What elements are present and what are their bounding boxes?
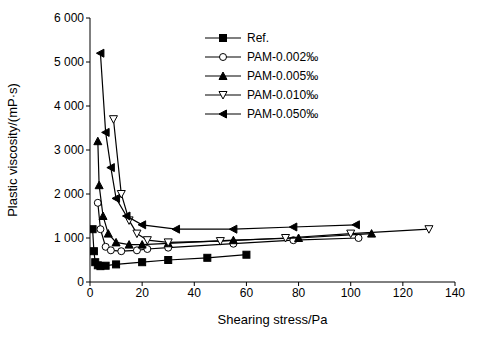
svg-text:120: 120 (393, 286, 413, 300)
svg-text:100: 100 (341, 286, 361, 300)
html-text:PAM-0.002‰: PAM-0.002‰ (247, 49, 319, 64)
svg-text:0: 0 (77, 275, 84, 289)
svg-text:1 000: 1 000 (54, 231, 84, 245)
svg-text:4 000: 4 000 (54, 99, 84, 113)
svg-text:3 000: 3 000 (54, 143, 84, 157)
html-text:PAM-0.005‰: PAM-0.005‰ (247, 68, 319, 83)
html-text:PAM-0.010‰: PAM-0.010‰ (247, 87, 319, 102)
svg-text:6 000: 6 000 (54, 11, 84, 25)
svg-text:20: 20 (135, 286, 149, 300)
svg-text:2 000: 2 000 (54, 187, 84, 201)
svg-text:80: 80 (292, 286, 306, 300)
html-text:Ref.: Ref. (247, 30, 269, 45)
svg-text:140: 140 (445, 286, 465, 300)
svg-text:0: 0 (87, 286, 94, 300)
svg-text:5 000: 5 000 (54, 55, 84, 69)
svg-text:Shearing stress/Pa: Shearing stress/Pa (218, 312, 329, 327)
svg-text:60: 60 (240, 286, 254, 300)
svg-text:Plastic viscosity/(mP·s): Plastic viscosity/(mP·s) (8, 83, 20, 217)
html-text:PAM-0.050‰: PAM-0.050‰ (247, 106, 319, 121)
svg-text:40: 40 (188, 286, 202, 300)
